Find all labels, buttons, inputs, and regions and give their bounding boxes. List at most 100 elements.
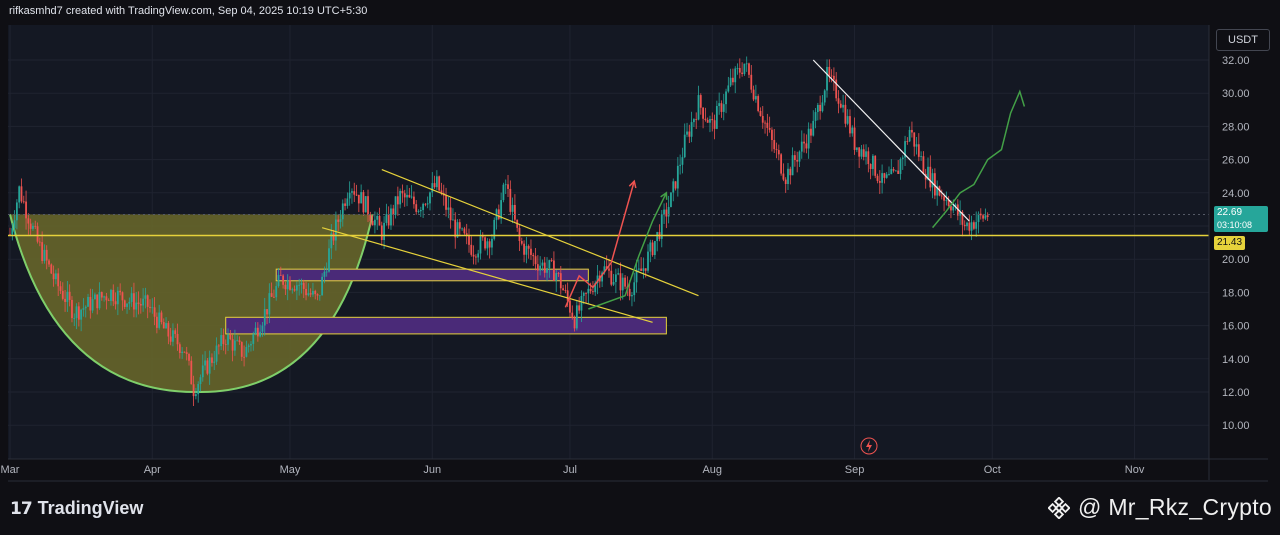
candle-body: [796, 160, 799, 162]
candle-body: [213, 361, 216, 363]
x-tick-label: Oct: [984, 464, 1001, 476]
candle-body: [793, 155, 796, 161]
candle-body: [126, 303, 128, 307]
candle-body: [367, 196, 369, 215]
candle-body: [20, 186, 23, 202]
candle-body: [580, 295, 583, 311]
y-tick-label: 20.00: [1222, 254, 1250, 266]
candle-body: [594, 282, 597, 293]
y-tick-label: 30.00: [1222, 88, 1250, 100]
candle-body: [966, 222, 968, 227]
candle-body: [318, 295, 321, 297]
candle-body: [447, 207, 450, 210]
candle-body: [176, 333, 179, 345]
candle-body: [553, 260, 555, 281]
cup-fill: [10, 214, 373, 393]
candle-body: [247, 345, 250, 347]
candle-body: [479, 236, 482, 254]
attribution-text: rifkasmhd7 created with TradingView.com,…: [9, 5, 368, 17]
candle-body: [488, 241, 491, 248]
candle-body: [812, 120, 815, 136]
y-tick-label: 14.00: [1222, 354, 1250, 366]
candle-body: [27, 218, 30, 224]
candle-body: [693, 119, 695, 123]
candle-body: [50, 264, 53, 274]
candle-body: [121, 292, 124, 301]
candle-body: [653, 241, 656, 256]
candle-body: [172, 330, 174, 342]
candle-body: [224, 344, 227, 345]
candle-body: [211, 357, 213, 363]
candle-body: [419, 210, 422, 212]
candle-body: [876, 175, 879, 181]
candle-body: [80, 309, 83, 320]
candle-body: [454, 219, 457, 238]
candle-body: [465, 233, 468, 235]
candle-body: [41, 242, 44, 261]
candle-body: [605, 266, 608, 269]
currency-selector-button[interactable]: USDT: [1216, 29, 1270, 51]
candle-body: [931, 173, 934, 188]
candle-body: [842, 104, 844, 108]
candle-body: [116, 290, 119, 305]
candle-body: [543, 262, 546, 273]
candle-body: [289, 280, 291, 290]
candle-body: [197, 384, 200, 395]
candle-body: [833, 75, 835, 80]
candle-body: [704, 118, 707, 120]
candle-body: [293, 289, 296, 291]
candle-body: [610, 270, 613, 285]
candle-body: [573, 317, 576, 329]
candle-body: [711, 118, 714, 121]
candle-body: [768, 127, 771, 130]
candle-body: [507, 184, 509, 189]
candle-body: [823, 90, 826, 103]
candle-body: [144, 295, 147, 299]
candle-body: [15, 202, 18, 221]
candle-body: [672, 181, 675, 193]
candle-body: [59, 286, 62, 291]
candle-body: [100, 292, 103, 298]
candle-body: [706, 119, 709, 123]
candle-body: [950, 206, 952, 211]
candle-body: [851, 127, 854, 134]
green-arrow-path: [588, 192, 668, 310]
tradingview-logo[interactable]: 17 TradingView: [10, 498, 143, 519]
demand-zone: [275, 268, 589, 282]
candle-body: [107, 300, 110, 302]
candle-body: [323, 271, 326, 277]
candle-body: [392, 208, 395, 215]
x-tick-label: Sep: [845, 464, 865, 476]
y-tick-label: 24.00: [1222, 188, 1250, 200]
candle-body: [240, 341, 243, 357]
candle-body: [582, 292, 585, 296]
wedge-line: [381, 169, 699, 297]
candle-body: [61, 290, 64, 299]
candle-body: [52, 273, 55, 280]
candle-body: [901, 157, 904, 160]
candle-body: [787, 168, 789, 184]
candle-body: [461, 228, 464, 230]
candle-body: [530, 248, 532, 255]
candle-body: [670, 192, 672, 207]
tradingview-brand-text: TradingView: [37, 498, 144, 518]
candle-body: [757, 96, 760, 111]
candle-body: [640, 268, 643, 271]
projection-path: [932, 89, 1026, 229]
candle-body: [894, 170, 897, 172]
candle-body: [357, 194, 360, 204]
candle-body: [433, 183, 436, 188]
candle-body: [872, 155, 874, 170]
candle-body: [302, 282, 305, 289]
candle-body: [791, 155, 794, 176]
candle-body: [913, 132, 916, 147]
candle-body: [899, 159, 902, 174]
candle-body: [470, 244, 473, 255]
candle-body: [314, 290, 317, 295]
candle-body: [105, 296, 108, 301]
candle-body: [426, 203, 429, 205]
y-tick-label: 18.00: [1222, 287, 1250, 299]
lightning-icon-ring: [860, 437, 878, 455]
candle-body: [904, 141, 906, 158]
candle-body: [911, 129, 913, 133]
